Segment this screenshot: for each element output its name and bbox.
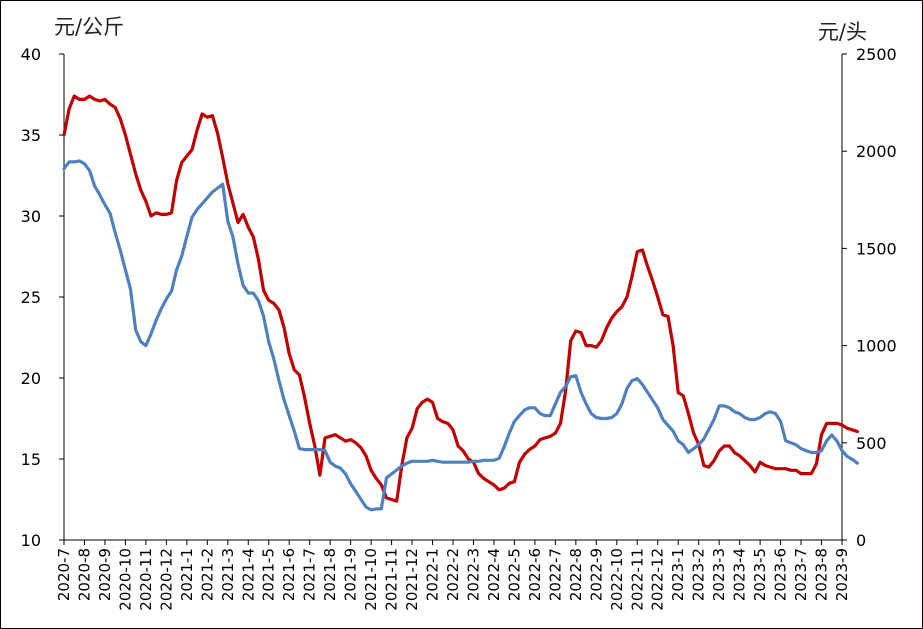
x-tick-label: 2023-3	[710, 548, 728, 601]
x-tick-label: 2020-9	[96, 548, 114, 601]
left-y-tick-label: 30	[21, 207, 41, 226]
x-tick-label: 2020-12	[157, 548, 175, 611]
x-tick-label: 2023-6	[772, 548, 790, 601]
left-axis-series-line	[62, 94, 859, 503]
x-tick-label: 2021-8	[321, 548, 339, 601]
x-tick-label: 2020-11	[137, 548, 155, 611]
x-tick-label: 2021-3	[219, 548, 237, 601]
x-tick-label: 2023-7	[792, 548, 810, 601]
x-tick-label: 2023-1	[669, 548, 687, 601]
right-y-tick-label: 0	[856, 531, 866, 550]
x-tick-label: 2021-2	[198, 548, 216, 601]
x-tick-label: 2021-5	[260, 548, 278, 601]
right-axis-series-line	[62, 159, 859, 512]
x-tick-label: 2021-11	[383, 548, 401, 611]
series	[62, 94, 859, 512]
x-tick-label: 2020-10	[116, 548, 134, 611]
right-y-tick-label: 2000	[856, 142, 897, 161]
right-y-tick-label: 1000	[856, 337, 897, 356]
x-tick-label: 2023-8	[813, 548, 831, 601]
x-tick-label: 2022-8	[567, 548, 585, 601]
x-tick-label: 2021-12	[403, 548, 421, 611]
x-tick-label: 2023-4	[731, 548, 749, 601]
x-tick-label: 2022-9	[587, 548, 605, 601]
x-tick-label: 2021-10	[362, 548, 380, 611]
x-tick-label: 2022-4	[485, 548, 503, 601]
axes: 10 15 20 25 30 35 40 0 500 1000 1500 2000 2500 2020-7…	[21, 45, 897, 611]
left-y-tick-label: 35	[21, 126, 41, 145]
left-y-tick-label: 40	[21, 45, 41, 64]
x-tick-label: 2022-6	[526, 548, 544, 601]
x-tick-label: 2021-7	[301, 548, 319, 601]
x-tick-label: 2020-8	[75, 548, 93, 601]
x-tick-label: 2022-11	[628, 548, 646, 611]
x-tick-label: 2023-9	[833, 548, 851, 601]
x-tick-label: 2021-1	[178, 548, 196, 601]
left-y-tick-label: 15	[21, 450, 41, 469]
left-y-tick-label: 25	[21, 288, 41, 307]
x-tick-label: 2021-6	[280, 548, 298, 601]
right-axis-unit-label: 元/头	[818, 20, 867, 44]
right-y-tick-label: 1500	[856, 239, 897, 258]
x-tick-label: 2022-1	[424, 548, 442, 601]
x-tick-label: 2020-7	[55, 548, 73, 601]
x-tick-label: 2022-7	[546, 548, 564, 601]
x-tick-label: 2021-4	[239, 548, 257, 601]
x-tick-label: 2022-10	[608, 548, 626, 611]
x-tick-label: 2023-5	[751, 548, 769, 601]
x-tick-label: 2022-2	[444, 548, 462, 601]
x-tick-label: 2022-3	[464, 548, 482, 601]
x-tick-label: 2022-5	[505, 548, 523, 601]
left-y-tick-label: 10	[21, 531, 41, 550]
x-tick-label: 2021-9	[342, 548, 360, 601]
right-y-tick-label: 500	[856, 434, 887, 453]
right-y-tick-label: 2500	[856, 45, 897, 64]
x-tick-label: 2022-12	[649, 548, 667, 611]
left-axis-unit-label: 元/公斤	[54, 15, 124, 39]
left-y-tick-label: 20	[21, 369, 41, 388]
x-tick-label: 2023-2	[690, 548, 708, 601]
